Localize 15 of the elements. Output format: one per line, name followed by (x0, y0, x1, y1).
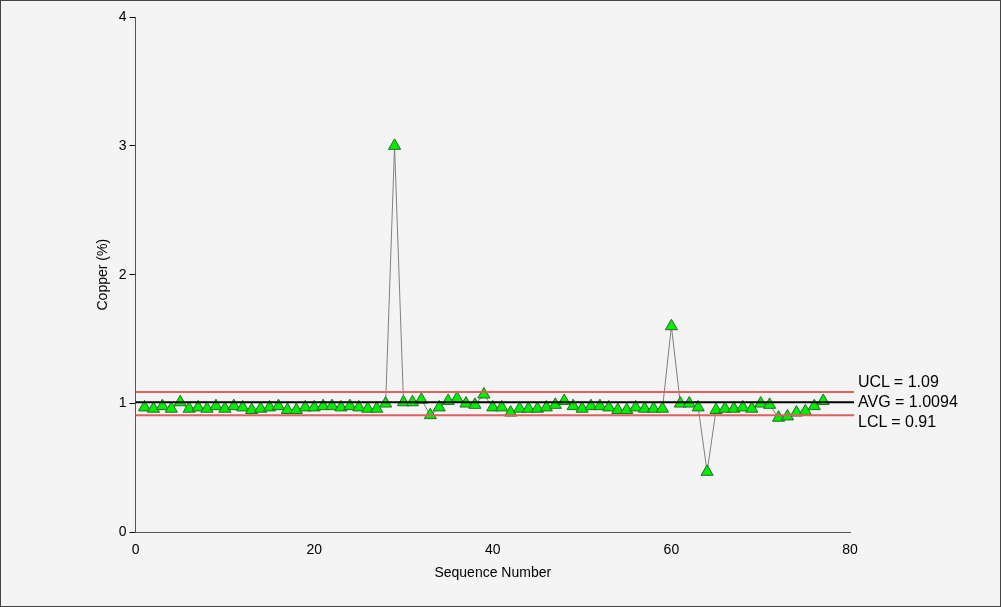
y-tick-label: 3 (118, 136, 127, 153)
y-tick-label: 0 (118, 523, 127, 540)
x-tick-label: 40 (485, 540, 501, 557)
ref-line-label: UCL = 1.09 (858, 372, 939, 390)
ref-line-label: AVG = 1.0094 (858, 392, 958, 410)
y-tick-label: 4 (118, 7, 127, 24)
x-axis-title: Sequence Number (434, 564, 552, 581)
y-tick-label: 2 (118, 265, 127, 282)
x-tick-label: 80 (842, 540, 858, 557)
x-tick-label: 60 (663, 540, 680, 557)
ref-line-label: LCL = 0.91 (858, 412, 937, 430)
x-tick-label: 20 (306, 540, 323, 557)
x-tick-label: 0 (131, 540, 140, 557)
y-tick-label: 1 (118, 394, 127, 411)
y-axis-title: Copper (%) (94, 238, 111, 311)
